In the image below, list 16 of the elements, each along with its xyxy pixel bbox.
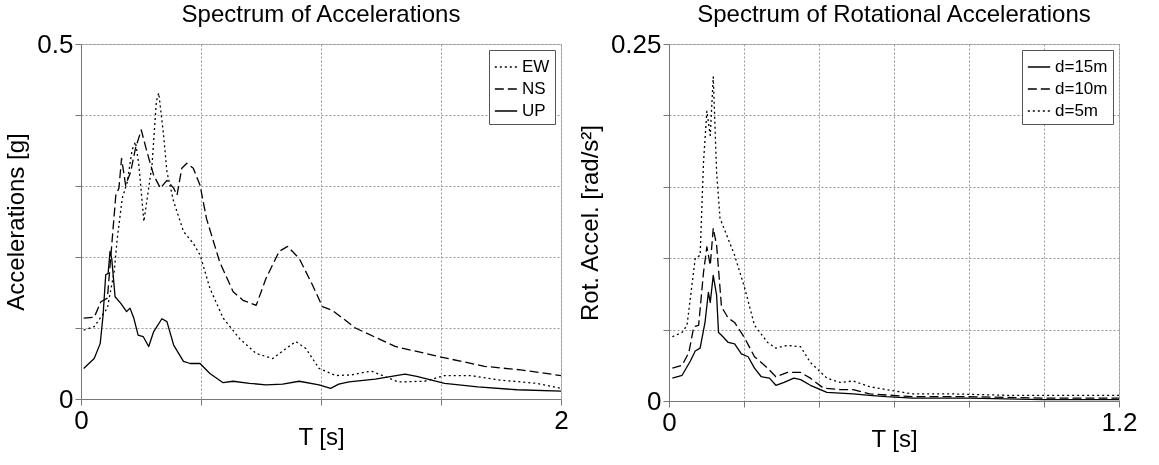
legend-label: d=15m bbox=[1055, 57, 1108, 76]
x-tick-label: 2 bbox=[554, 404, 569, 435]
y-tick-label: 0.25 bbox=[610, 28, 662, 59]
x-axis-title: T [s] bbox=[298, 422, 345, 450]
y-tick-label: 0.5 bbox=[37, 28, 74, 59]
x-axis-title: T [s] bbox=[871, 424, 918, 452]
legend-label: EW bbox=[522, 57, 550, 76]
chart-title: Spectrum of Accelerations bbox=[181, 0, 461, 27]
y-axis-title: Rot. Accel. [rad/s²] bbox=[575, 124, 603, 322]
y-axis-title: Accelerations [g] bbox=[2, 133, 30, 311]
legend-label: NS bbox=[522, 79, 546, 98]
chart-title: Spectrum of Rotational Accelerations bbox=[697, 0, 1091, 27]
legend-label: d=10m bbox=[1055, 79, 1108, 98]
legend-label: UP bbox=[522, 101, 546, 120]
legend-label: d=5m bbox=[1055, 101, 1098, 120]
x-tick-label: 1.2 bbox=[1101, 406, 1138, 437]
